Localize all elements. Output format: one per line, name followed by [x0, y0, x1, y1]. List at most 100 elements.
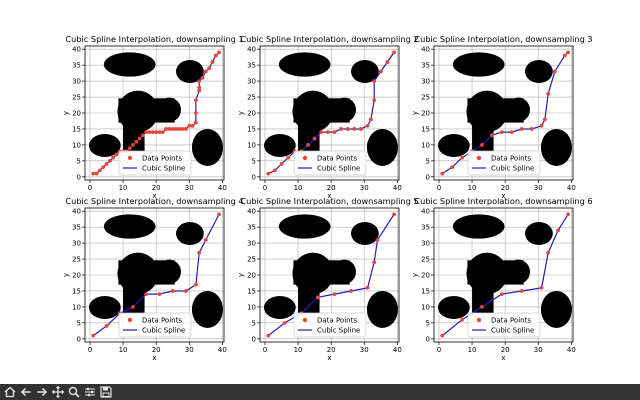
zoom-magnifier-icon — [68, 386, 80, 398]
subplot-title: Cubic Spline Interpolation, downsampling… — [414, 196, 592, 206]
legend-box — [118, 150, 192, 176]
legend-box — [467, 312, 541, 338]
y-tick-label: 0 — [252, 173, 256, 181]
x-axis-label: x — [327, 192, 331, 200]
y-tick-label: 20 — [72, 272, 81, 280]
obstacle — [472, 119, 494, 152]
data-point — [542, 117, 547, 122]
legend-marker-data-points — [476, 155, 482, 161]
back-button[interactable] — [18, 385, 33, 399]
legend: Data Points Cubic Spline — [293, 150, 367, 176]
data-point — [170, 127, 175, 131]
y-tick-label: 40 — [72, 46, 81, 54]
y-tick-label: 10 — [72, 141, 81, 149]
save-disk-icon — [99, 386, 112, 398]
save-button[interactable] — [98, 385, 113, 399]
obstacle-map — [88, 52, 224, 166]
subplot-4: 0 10 20 30 40 0 5 10 15 20 25 30 35 40 x y Cubic Spline … — [62, 196, 244, 362]
y-tick-label: 25 — [247, 94, 256, 102]
x-tick-label: 10 — [119, 346, 128, 354]
data-point — [440, 171, 445, 176]
obstacle — [191, 128, 224, 166]
x-tick-label: 0 — [263, 184, 267, 192]
data-point — [529, 127, 534, 131]
obstacle — [366, 290, 399, 328]
data-point — [566, 50, 570, 55]
legend-label-cubic-spline: Cubic Spline — [491, 327, 534, 335]
y-tick-label: 15 — [247, 125, 256, 133]
x-tick-label: 10 — [468, 184, 477, 192]
y-tick-label: 20 — [247, 110, 256, 118]
data-point — [111, 155, 116, 160]
obstacle — [278, 214, 331, 239]
data-point — [94, 171, 99, 176]
data-point — [91, 171, 96, 176]
obstacle — [332, 259, 356, 284]
y-tick-label: 30 — [247, 240, 256, 248]
y-tick-label: 40 — [421, 208, 430, 216]
x-axis-label: x — [327, 354, 331, 362]
x-tick-label: 30 — [534, 184, 543, 192]
obstacle — [103, 52, 156, 77]
y-tick-label: 20 — [421, 272, 430, 280]
data-point — [378, 69, 383, 74]
data-point — [217, 50, 221, 55]
legend: Data Points Cubic Spline — [467, 312, 541, 338]
x-tick-label: 20 — [327, 184, 336, 192]
subplot-title: Cubic Spline Interpolation, downsampling… — [414, 34, 592, 44]
obstacle — [298, 281, 320, 314]
data-point — [217, 212, 221, 217]
zoom-button[interactable] — [66, 385, 81, 399]
data-point — [279, 162, 284, 166]
obstacle — [298, 119, 320, 152]
y-tick-label: 0 — [252, 335, 256, 343]
y-tick-label: 15 — [72, 125, 81, 133]
y-tick-label: 10 — [247, 141, 256, 149]
legend-marker-data-points — [127, 155, 133, 161]
y-tick-label: 0 — [426, 335, 430, 343]
y-axis-label: y — [237, 273, 245, 277]
obstacle — [525, 60, 553, 84]
data-point — [174, 127, 178, 131]
y-tick-label: 5 — [426, 157, 430, 165]
x-axis-label: x — [501, 354, 505, 362]
y-tick-label: 5 — [77, 157, 81, 165]
data-point — [332, 130, 337, 135]
obstacle — [472, 281, 494, 314]
y-axis-label: y — [411, 111, 419, 115]
obstacle — [88, 296, 121, 320]
x-tick-label: 30 — [185, 346, 194, 354]
y-tick-label: 25 — [72, 256, 81, 264]
forward-button[interactable] — [34, 385, 49, 399]
pan-move-icon — [51, 386, 64, 398]
cubic-spline-line — [92, 214, 220, 337]
data-point — [450, 165, 455, 170]
y-tick-label: 40 — [421, 46, 430, 54]
configure-subplots-button[interactable] — [82, 385, 97, 399]
legend: Data Points Cubic Spline — [467, 150, 541, 176]
y-tick-label: 20 — [247, 272, 256, 280]
data-point — [539, 123, 544, 128]
x-tick-label: 20 — [501, 346, 510, 354]
data-point — [157, 130, 162, 135]
home-button[interactable] — [2, 385, 17, 399]
navigation-toolbar — [0, 384, 640, 400]
x-tick-label: 20 — [501, 184, 510, 192]
data-point — [392, 212, 396, 217]
y-tick-label: 35 — [247, 224, 256, 232]
y-tick-label: 20 — [421, 110, 430, 118]
x-axis-label: x — [152, 354, 156, 362]
data-point — [104, 162, 109, 166]
cubic-spline-line — [441, 51, 569, 175]
x-tick-label: 0 — [88, 346, 92, 354]
x-tick-label: 40 — [393, 346, 402, 354]
data-point — [546, 250, 551, 255]
y-tick-label: 30 — [247, 78, 256, 86]
legend-marker-data-points — [302, 155, 308, 161]
legend: Data Points Cubic Spline — [293, 312, 367, 338]
y-axis-label: y — [237, 111, 245, 115]
subplot-2: 0 10 20 30 40 0 5 10 15 20 25 30 35 40 x y Cubic Spline … — [237, 34, 419, 200]
pan-button[interactable] — [50, 385, 65, 399]
y-tick-label: 15 — [247, 287, 256, 295]
legend: Data Points Cubic Spline — [118, 312, 192, 338]
